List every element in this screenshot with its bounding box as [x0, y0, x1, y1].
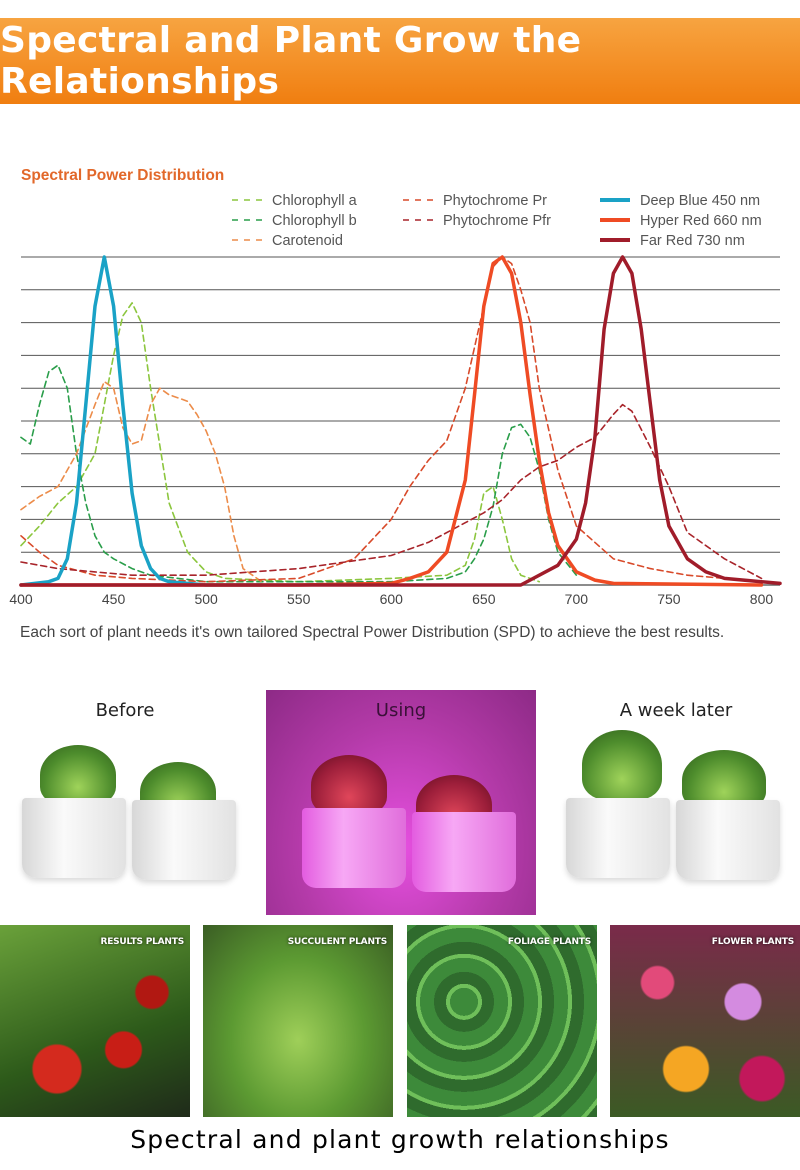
pot-image — [302, 808, 406, 888]
succulent-image — [582, 730, 662, 800]
tile-label: RESULTS PLANTS — [100, 937, 184, 947]
legend-label: Hyper Red 660 nm — [640, 213, 762, 229]
x-tick-label: 500 — [194, 591, 218, 607]
description-text: Each sort of plant needs it's own tailor… — [20, 624, 725, 641]
legend-label: Deep Blue 450 nm — [640, 193, 760, 209]
spd-chart: Spectral Power Distribution 400 450 500 550 6… — [9, 167, 782, 607]
foliage-plants-tile: FOLIAGE PLANTS — [407, 925, 597, 1117]
series-line-phytochrome-pr — [20, 256, 763, 583]
pot-image — [566, 798, 670, 878]
legend-label: Chlorophyll b — [272, 213, 357, 229]
x-tick-label: 750 — [657, 591, 681, 607]
succulent-plants-tile: SUCCULENT PLANTS — [203, 925, 393, 1117]
before-panel: Before — [0, 690, 250, 915]
legend-label: Carotenoid — [272, 233, 343, 249]
x-tick-label: 400 — [9, 591, 33, 607]
x-tick-label: 600 — [380, 591, 404, 607]
after-label: A week later — [619, 700, 733, 721]
pot-image — [132, 800, 236, 880]
series-line-chlorophyll-a — [20, 302, 541, 583]
plant-type-tiles: RESULTS PLANTS SUCCULENT PLANTS FOLIAGE … — [0, 925, 800, 1120]
legend-label: Chlorophyll a — [272, 193, 358, 209]
tile-label: FOLIAGE PLANTS — [507, 937, 591, 947]
before-label: Before — [95, 700, 155, 721]
legend-label: Far Red 730 nm — [640, 233, 745, 249]
series-line-hyper-red — [19, 255, 764, 587]
pot-image — [22, 798, 126, 878]
x-tick-label: 800 — [750, 591, 774, 607]
series-line-far-red — [19, 255, 782, 587]
series-line-phytochrome-pfr — [20, 403, 763, 580]
x-tick-label: 700 — [565, 591, 589, 607]
series-line-deep-blue — [19, 255, 264, 587]
flower-plants-tile: FLOWER PLANTS — [610, 925, 800, 1117]
before-after-row: Before Using A week later — [0, 690, 800, 915]
results-plants-tile: RESULTS PLANTS — [0, 925, 190, 1117]
chart-title: Spectral Power Distribution — [21, 167, 224, 184]
succulent-image — [40, 745, 116, 805]
x-tick-label: 650 — [472, 591, 496, 607]
banner-title: Spectral and Plant Grow the Relationship… — [0, 20, 582, 102]
tile-label: FLOWER PLANTS — [711, 937, 794, 947]
series-line-carotenoid — [20, 380, 263, 583]
after-panel: A week later — [552, 690, 800, 915]
footer-caption: Spectral and plant growth relationships — [130, 1125, 670, 1154]
pot-image — [676, 800, 780, 880]
banner: Spectral and Plant Grow the Relationship… — [0, 18, 800, 104]
succulent-image — [311, 755, 387, 815]
x-tick-label: 550 — [287, 591, 311, 607]
series-line-chlorophyll-b — [20, 364, 578, 583]
x-tick-label: 450 — [102, 591, 126, 607]
using-panel: Using — [266, 690, 536, 915]
pot-image — [412, 812, 516, 892]
legend-label: Phytochrome Pr — [443, 193, 547, 209]
using-label: Using — [375, 700, 427, 721]
tile-label: SUCCULENT PLANTS — [287, 937, 387, 947]
legend-label: Phytochrome Pfr — [443, 213, 551, 229]
